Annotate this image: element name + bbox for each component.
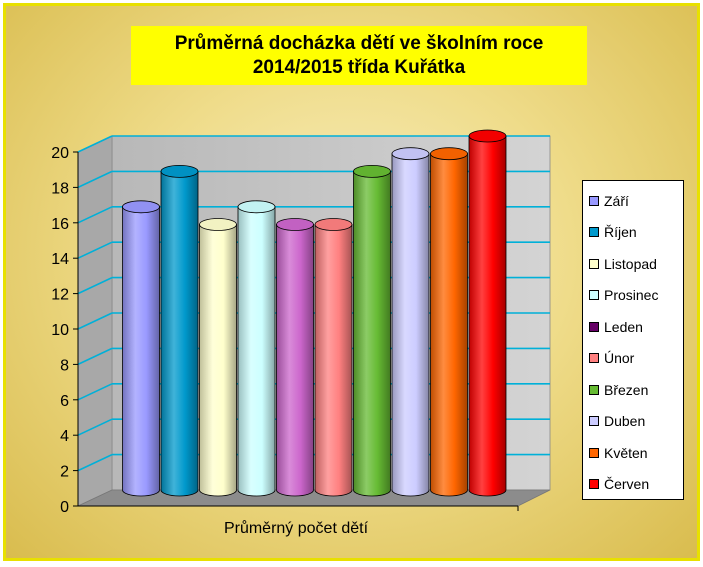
- legend-item: Prosinec: [589, 280, 683, 312]
- bar-9: [430, 153, 468, 497]
- y-tick-label: 4: [60, 428, 69, 445]
- bar-8: [391, 153, 430, 497]
- gridline-side: [77, 206, 113, 224]
- bar-cap-2: [160, 164, 199, 178]
- bar-cap-7: [353, 164, 391, 178]
- gridline-side: [77, 135, 113, 153]
- bar-5: [276, 224, 314, 497]
- legend-label: Únor: [604, 350, 635, 367]
- y-tick-label: 8: [60, 357, 69, 374]
- legend-item: Září: [589, 185, 683, 217]
- chart-title-line-1: Průměrná docházka dětí ve školním roce: [174, 33, 544, 54]
- bar-7: [353, 171, 391, 497]
- gridline-side: [77, 276, 113, 295]
- legend-swatch: [589, 353, 599, 364]
- bar-cap-8: [391, 147, 430, 161]
- gridline-side: [77, 418, 113, 436]
- legend-swatch: [589, 290, 599, 301]
- legend-swatch: [589, 384, 599, 395]
- legend-item: Listopad: [589, 248, 683, 280]
- legend-item: Leden: [589, 311, 683, 343]
- legend-item: Květen: [589, 437, 683, 469]
- gridline-side: [77, 312, 113, 330]
- chart-plot: 0 2 4 6 8 10 12 14 16 18 20 Průměrný počet dětí: [51, 129, 551, 537]
- bar-2: [160, 171, 199, 497]
- bar-cap-3: [199, 218, 237, 231]
- legend-swatch: [589, 195, 599, 206]
- chart-title-line-2: 2014/2015 třída Kuřátka: [252, 57, 466, 78]
- legend-item: Říjen: [589, 217, 683, 249]
- chart-title: Průměrná docházka dětí ve školním roce 2…: [131, 26, 587, 85]
- legend-label: Prosinec: [604, 287, 659, 304]
- y-tick-label: 2: [60, 464, 69, 481]
- legend-item: Březen: [589, 374, 683, 406]
- bar-1: [122, 206, 160, 497]
- legend-item: Červen: [589, 469, 683, 501]
- legend-swatch: [589, 321, 599, 332]
- legend-label: Září: [604, 192, 629, 209]
- legend-item: Duben: [589, 406, 683, 438]
- bar-cap-1: [122, 200, 160, 214]
- legend-swatch: [589, 258, 599, 269]
- legend-label: Říjen: [604, 224, 637, 241]
- chart-frame: Průměrná docházka dětí ve školním roce 2…: [3, 3, 700, 561]
- y-tick-label: 14: [51, 251, 69, 268]
- bar-10: [468, 135, 507, 497]
- gridline-side: [77, 170, 113, 189]
- chart-legend: Září Říjen Listopad Prosinec Leden Únor Březen…: [582, 180, 684, 500]
- bar-3: [199, 224, 237, 497]
- legend-label: Březen: [604, 381, 649, 398]
- legend-label: Duben: [604, 413, 646, 430]
- y-tick-label: 20: [51, 145, 69, 162]
- legend-swatch: [589, 227, 599, 238]
- legend-swatch: [589, 479, 599, 490]
- y-tick-label: 6: [60, 393, 69, 410]
- y-tick-label: 12: [51, 287, 69, 304]
- y-tick-label: 10: [51, 322, 69, 339]
- gridline-side: [77, 347, 113, 366]
- y-tick-label: 0: [60, 499, 69, 516]
- gridline-side: [77, 383, 113, 401]
- legend-label: Listopad: [604, 255, 657, 272]
- legend-swatch: [589, 416, 599, 427]
- bar-4: [237, 206, 276, 497]
- legend-label: Leden: [604, 318, 643, 335]
- legend-label: Červen: [604, 476, 650, 493]
- gridline-side: [77, 241, 113, 259]
- legend-swatch: [589, 447, 599, 458]
- bar-cap-10: [468, 129, 507, 143]
- bar-cap-6: [314, 218, 353, 231]
- legend-label: Květen: [604, 444, 648, 461]
- legend-item: Únor: [589, 343, 683, 375]
- bar-cap-4: [237, 200, 276, 214]
- bar-cap-5: [276, 218, 314, 231]
- bar-cap-9: [430, 147, 468, 161]
- bar-6: [314, 224, 353, 497]
- x-axis-label: Průměrný počet dětí: [224, 519, 369, 537]
- y-tick-label: 18: [51, 180, 69, 197]
- y-tick-label: 16: [51, 216, 69, 233]
- gridline-side: [77, 453, 113, 472]
